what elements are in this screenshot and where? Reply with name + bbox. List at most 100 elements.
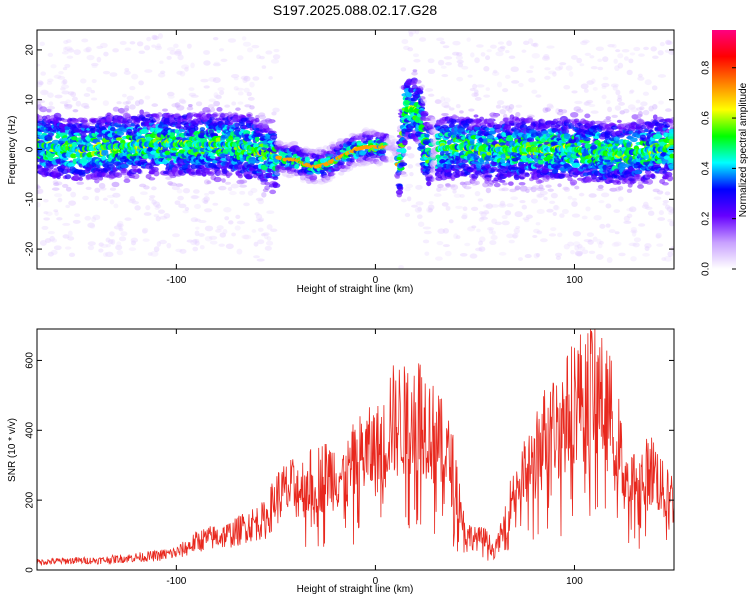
spectrogram-cell	[406, 196, 412, 202]
spectrogram-cell	[148, 177, 156, 181]
spectrogram-cell	[203, 50, 210, 55]
spectrogram-cell	[239, 190, 246, 195]
spectrogram-cell	[89, 224, 96, 229]
spectrogram-cell	[157, 209, 166, 214]
spectrogram-cell	[421, 111, 427, 115]
spectrogram-cell	[62, 157, 69, 161]
spectrogram-cell	[182, 187, 191, 194]
spectrogram-cell	[433, 193, 442, 197]
spectrogram-cell	[262, 232, 270, 236]
spectrogram-cell	[598, 200, 605, 204]
spectrogram-cell	[156, 43, 161, 49]
spectrogram-cell	[434, 99, 442, 104]
spectrogram-cell	[570, 111, 579, 118]
spectrogram-cell	[246, 113, 252, 118]
spectrogram-cell	[272, 175, 279, 181]
spectrogram-cell	[94, 178, 100, 184]
spectrogram-cell	[595, 46, 604, 52]
spectrogram-cell	[401, 152, 409, 157]
spectrogram-cell	[567, 195, 573, 200]
spectrogram-cell	[101, 155, 107, 161]
spectrogram-cell	[266, 236, 272, 241]
spectrogram-cell	[443, 56, 453, 60]
spectrogram-cell	[256, 258, 265, 262]
spectrogram-cell	[90, 89, 95, 94]
spectrogram-cell	[249, 81, 255, 88]
spectrogram-cell	[218, 185, 227, 191]
spectrogram-cell	[45, 114, 51, 119]
spectrogram-cell	[448, 219, 454, 224]
spectrogram-cell	[38, 81, 44, 86]
spectrogram-cell	[570, 249, 575, 255]
spectrogram-cell	[462, 212, 468, 219]
spectrogram-cell	[129, 104, 136, 110]
spectrogram-cell	[569, 179, 578, 186]
spectrogram-cell	[525, 214, 533, 219]
spectrogram-cell	[413, 53, 420, 58]
spectrogram-cell	[156, 241, 162, 247]
spectrogram-cell	[138, 50, 146, 55]
spectrogram-cell	[535, 222, 541, 226]
spectrogram-cell	[209, 240, 218, 245]
spectrogram-cell	[86, 86, 92, 92]
spectrogram-cell	[109, 187, 117, 191]
spectrogram-cell	[530, 198, 538, 204]
spectrogram-cell	[62, 46, 68, 53]
spectrogram-cell	[103, 51, 109, 57]
spectrogram-cell	[491, 113, 500, 117]
spectrogram-cell	[262, 123, 269, 129]
spectrogram-cell	[102, 100, 110, 106]
spectrogram-cell	[450, 184, 459, 191]
spectrogram-cell	[224, 216, 230, 221]
spectrogram-cell	[578, 192, 585, 197]
spectrogram-cell	[119, 236, 127, 242]
spectrogram-cell	[539, 238, 548, 243]
spectrogram-cell	[424, 133, 430, 138]
spectrogram-cell	[116, 241, 122, 248]
spectrogram-cell	[62, 66, 68, 71]
spectrogram-cell	[259, 55, 265, 60]
spectrogram-cell	[507, 181, 514, 186]
spectrogram-cell	[427, 208, 433, 213]
spectrogram-cell	[61, 80, 66, 86]
spectrogram-cell	[590, 65, 598, 70]
spectrogram-cell	[253, 255, 260, 259]
spectrogram-cell	[92, 214, 101, 221]
spectrogram-cell	[552, 71, 557, 77]
spectrogram-cell	[53, 245, 62, 251]
spectrogram-cell	[47, 156, 55, 162]
spectrogram-cell	[192, 246, 199, 252]
spectrogram-cell	[498, 251, 507, 256]
spectrogram-cell	[46, 81, 53, 85]
spectrogram-cell	[536, 187, 545, 192]
spectrogram-cell	[142, 227, 149, 234]
spectrogram-cell	[194, 238, 200, 244]
spectrogram-cell	[543, 196, 548, 201]
spectrogram-cell	[436, 37, 445, 42]
spectrogram-cell	[119, 40, 127, 46]
spectrogram-cell	[204, 192, 210, 196]
spectrogram-cell	[521, 49, 527, 53]
spectrogram-cell	[502, 88, 509, 93]
spectrogram-cell	[529, 65, 534, 69]
spectrogram-cell	[427, 58, 435, 64]
spectrogram-cell	[222, 228, 228, 235]
spectrogram-cell	[199, 244, 205, 250]
spectrogram-cell	[593, 214, 602, 221]
spectrogram-cell	[455, 235, 461, 240]
spectrogram-cell	[234, 225, 241, 231]
spectrogram-cell	[528, 38, 534, 44]
spectrogram-cell	[483, 66, 490, 72]
spectrogram-cell	[208, 190, 215, 195]
spectrogram-cell	[109, 72, 118, 77]
spectrogram-cell	[428, 93, 435, 97]
spectrogram-cell	[588, 193, 597, 198]
spectrogram-cell	[435, 256, 443, 261]
spectrogram-cell	[416, 214, 423, 220]
spectrogram-cell	[543, 130, 548, 134]
spectrogram-cell	[455, 205, 463, 210]
spectrogram-cell	[518, 182, 526, 186]
spectrogram-cell	[163, 213, 171, 219]
spectrogram-cell	[87, 222, 95, 228]
spectrogram-cell	[37, 202, 41, 208]
